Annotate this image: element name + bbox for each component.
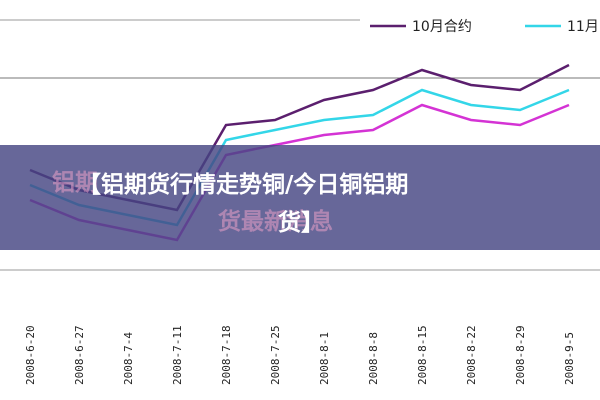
x-tick-label: 2008-7-18 bbox=[220, 325, 233, 385]
x-tick-label: 2008-6-20 bbox=[24, 325, 37, 385]
x-tick-label: 2008-8-29 bbox=[514, 325, 527, 385]
x-tick-label: 2008-8-8 bbox=[367, 332, 380, 385]
legend-label: 11月 bbox=[567, 19, 599, 35]
watermark: 货最新消息 bbox=[218, 208, 333, 235]
x-tick-label: 2008-9-5 bbox=[563, 332, 576, 385]
x-tick-label: 2008-7-4 bbox=[122, 332, 135, 385]
banner bbox=[0, 145, 600, 250]
x-tick-label: 2008-8-22 bbox=[465, 325, 478, 385]
x-tick-label: 2008-8-1 bbox=[318, 332, 331, 385]
x-tick-label: 2008-7-25 bbox=[269, 325, 282, 385]
x-tick-label: 2008-7-11 bbox=[171, 325, 184, 385]
x-tick-label: 2008-6-27 bbox=[73, 325, 86, 385]
watermark: 铝期 bbox=[52, 170, 98, 196]
banner-title: 货】 bbox=[278, 209, 324, 236]
banner-title: 【铝期货行情走势铜/今日铜铝期 bbox=[78, 171, 408, 198]
legend-label: 10月合约 bbox=[412, 19, 472, 35]
x-tick-label: 2008-8-15 bbox=[416, 325, 429, 385]
